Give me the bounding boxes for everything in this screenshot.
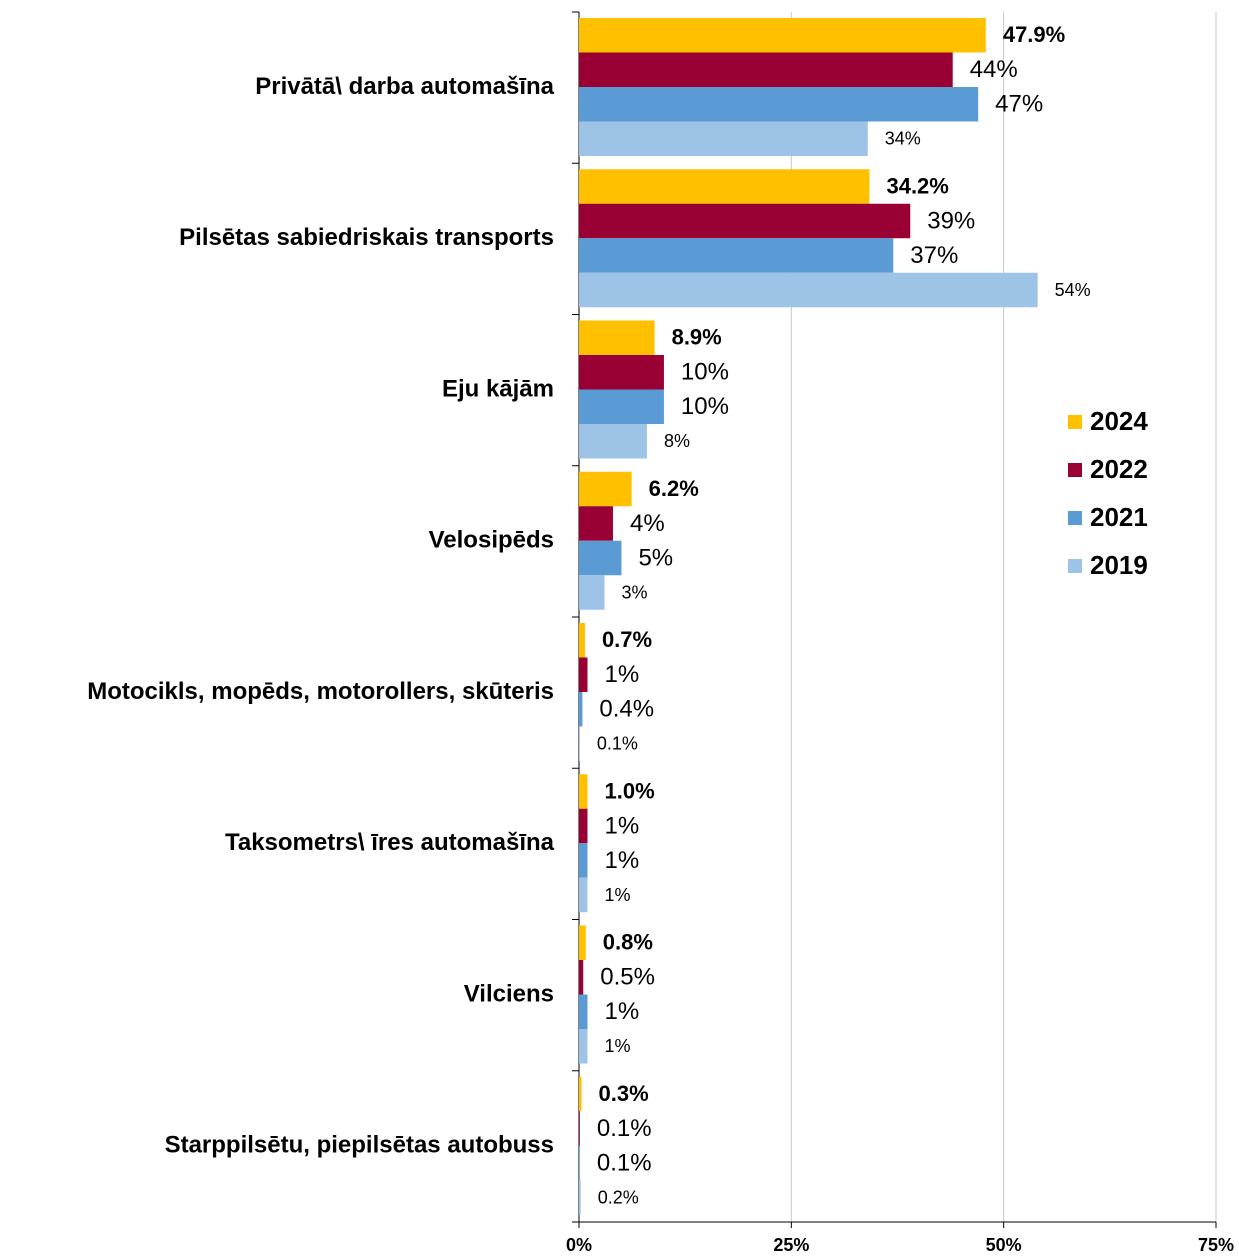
bar [579, 238, 894, 273]
category-label: Privātā\ darba automašīna [255, 73, 554, 100]
x-tick-label: 75% [1198, 1235, 1234, 1255]
bar [579, 1145, 580, 1181]
data-label: 1% [604, 885, 630, 905]
bar [579, 657, 588, 692]
bar [579, 1111, 580, 1146]
bar [579, 994, 588, 1029]
data-label: 54% [1055, 280, 1091, 300]
data-label: 5% [638, 544, 673, 571]
bar [579, 623, 585, 658]
bar [579, 774, 588, 809]
data-label: 1% [604, 847, 639, 874]
bar [579, 925, 586, 960]
bar [579, 87, 979, 122]
bar [579, 843, 588, 878]
data-label: 10% [681, 359, 729, 386]
bar [579, 506, 613, 541]
legend-swatch [1068, 559, 1082, 573]
data-label: 1% [604, 998, 639, 1025]
bar [579, 203, 911, 239]
data-label: 0.1% [597, 1115, 652, 1142]
legend-label: 2024 [1090, 406, 1148, 436]
bar [579, 877, 588, 913]
category-label: Eju kājām [442, 375, 554, 402]
data-label: 39% [927, 207, 975, 234]
legend-label: 2021 [1090, 502, 1148, 532]
category-label: Taksometrs\ īres automašīna [225, 829, 555, 856]
data-label: 34% [885, 129, 921, 149]
data-label: 0.1% [597, 1149, 652, 1176]
data-label: 0.4% [599, 696, 654, 723]
bar [579, 320, 655, 355]
category-label: Velosipēds [429, 527, 554, 554]
data-label: 6.2% [649, 476, 699, 501]
bar [579, 424, 647, 459]
bar [579, 1076, 582, 1112]
bar [579, 726, 580, 761]
data-label: 34.2% [886, 173, 948, 198]
legend-swatch [1068, 511, 1082, 525]
data-label: 1% [604, 661, 639, 688]
data-label: 47.9% [1003, 22, 1065, 47]
bar [579, 1029, 588, 1064]
category-label: Pilsētas sabiedriskais transports [179, 224, 554, 251]
category-label: Motocikls, mopēds, motorollers, skūteris [87, 678, 554, 705]
legend-label: 2022 [1090, 454, 1148, 484]
data-label: 0.5% [600, 964, 655, 991]
x-tick-label: 0% [566, 1235, 592, 1255]
data-label: 0.7% [602, 627, 652, 652]
bar [579, 355, 664, 390]
data-label: 1% [604, 812, 639, 839]
x-tick-label: 50% [986, 1235, 1022, 1255]
bar [579, 960, 584, 995]
bar [579, 808, 588, 844]
bar [579, 389, 664, 424]
data-label: 0.8% [603, 930, 653, 955]
bar [579, 692, 583, 727]
legend-swatch [1068, 415, 1082, 429]
data-label: 3% [621, 582, 647, 602]
data-label: 1% [604, 1036, 630, 1056]
data-label: 8.9% [672, 325, 722, 350]
bar [579, 575, 605, 610]
legend-swatch [1068, 463, 1082, 477]
data-label: 10% [681, 393, 729, 420]
legend-label: 2019 [1090, 550, 1148, 580]
data-label: 44% [970, 56, 1018, 83]
data-label: 0.2% [598, 1187, 639, 1207]
bar [579, 169, 870, 204]
category-label: Starppilsētu, piepilsētas autobuss [165, 1132, 554, 1159]
bar [579, 471, 632, 507]
data-label: 1.0% [604, 778, 654, 803]
bar [579, 121, 868, 156]
data-label: 0.1% [597, 734, 638, 754]
data-label: 37% [910, 242, 958, 269]
data-label: 8% [664, 431, 690, 451]
data-label: 4% [630, 510, 665, 537]
bar [579, 540, 622, 576]
data-label: 0.3% [599, 1081, 649, 1106]
x-tick-label: 25% [773, 1235, 809, 1255]
data-label: 47% [995, 91, 1043, 118]
bar [579, 1180, 581, 1215]
category-label: Vilciens [464, 980, 554, 1007]
bar [579, 18, 986, 53]
bar [579, 52, 953, 87]
bar [579, 272, 1038, 308]
